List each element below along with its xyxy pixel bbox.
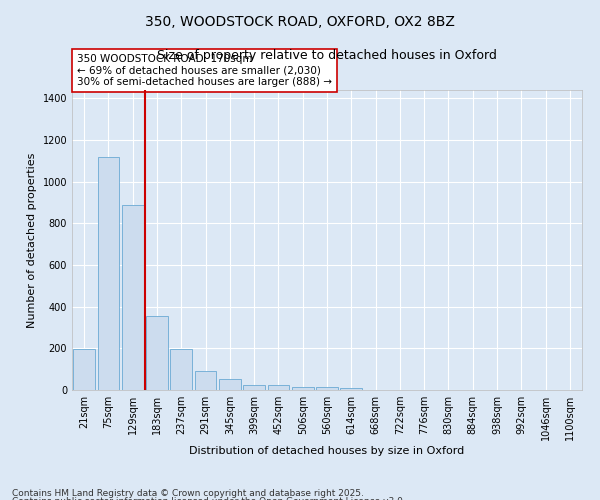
Bar (340, 388, 362, 390)
Text: Contains public sector information licensed under the Open Government Licence v3: Contains public sector information licen… (12, 497, 406, 500)
Bar (243, 385, 265, 390)
Bar (316, 387, 338, 390)
Y-axis label: Number of detached properties: Number of detached properties (27, 152, 37, 328)
Bar (292, 387, 314, 390)
Bar (146, 316, 168, 390)
Bar (268, 385, 289, 390)
Bar (194, 371, 217, 390)
Bar (170, 349, 192, 390)
Text: 350 WOODSTOCK ROAD: 170sqm
← 69% of detached houses are smaller (2,030)
30% of s: 350 WOODSTOCK ROAD: 170sqm ← 69% of deta… (77, 54, 332, 87)
Bar (73, 349, 95, 390)
X-axis label: Distribution of detached houses by size in Oxford: Distribution of detached houses by size … (190, 446, 464, 456)
Bar (219, 378, 241, 390)
Bar (97, 156, 119, 390)
Title: Size of property relative to detached houses in Oxford: Size of property relative to detached ho… (157, 50, 497, 62)
Text: Contains HM Land Registry data © Crown copyright and database right 2025.: Contains HM Land Registry data © Crown c… (12, 488, 364, 498)
Text: 350, WOODSTOCK ROAD, OXFORD, OX2 8BZ: 350, WOODSTOCK ROAD, OXFORD, OX2 8BZ (145, 15, 455, 29)
Bar (122, 204, 143, 390)
